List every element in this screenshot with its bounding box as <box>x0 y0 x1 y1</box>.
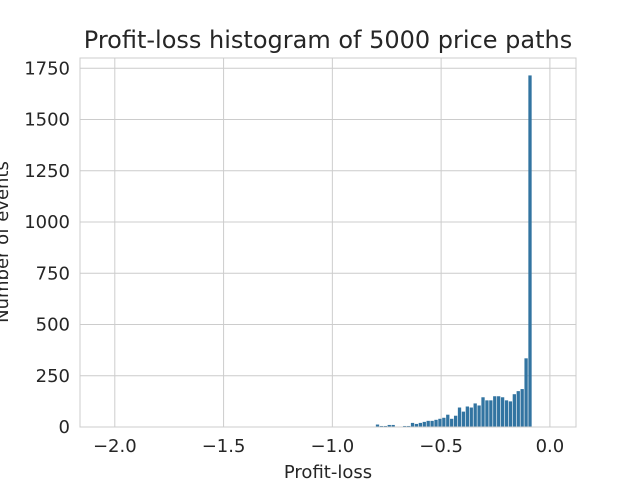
y-tick-label: 750 <box>36 263 70 284</box>
histogram-bar <box>489 400 493 427</box>
histogram-bar <box>375 424 380 427</box>
histogram-bar <box>528 75 532 428</box>
x-tick-label: −1.5 <box>202 436 246 457</box>
histogram-bar <box>465 406 469 427</box>
histogram-bar <box>485 400 489 427</box>
histogram-bar <box>450 418 454 427</box>
x-tick-label: −2.0 <box>93 436 137 457</box>
x-tick-label: −0.5 <box>419 436 463 457</box>
histogram-bar <box>410 422 415 427</box>
histogram-bar <box>379 425 384 427</box>
histogram-bar <box>387 424 391 427</box>
histogram-bar <box>493 396 497 427</box>
x-tick-label: −1.0 <box>310 436 354 457</box>
y-tick-label: 1500 <box>24 110 70 131</box>
histogram-bar <box>512 394 516 427</box>
histogram-bar <box>442 417 446 427</box>
histogram-bar <box>461 411 466 427</box>
histogram-bar <box>434 419 438 427</box>
histogram-bar <box>473 403 477 427</box>
histogram-bar <box>422 421 426 427</box>
grid <box>80 58 576 428</box>
histogram-bar <box>524 358 528 427</box>
histogram-bar <box>497 396 501 427</box>
histogram-bar <box>430 420 434 427</box>
histogram-bar <box>469 407 473 427</box>
x-axis-label: Profit-loss <box>284 462 372 480</box>
y-tick-label: 1750 <box>24 58 70 79</box>
y-tick-label: 250 <box>36 366 70 387</box>
plot-frame <box>79 57 577 428</box>
x-tick-label: 0.0 <box>536 436 565 457</box>
histogram-bar <box>414 423 419 427</box>
histogram-bar <box>504 400 509 427</box>
histogram-bar <box>438 418 442 427</box>
bars <box>375 75 532 428</box>
histogram-bar <box>457 407 462 427</box>
histogram-bar <box>391 424 395 427</box>
histogram-bar <box>477 405 481 427</box>
histogram-bar <box>426 420 430 427</box>
y-tick-label: 0 <box>59 417 70 438</box>
y-tick-label: 1000 <box>24 212 70 233</box>
histogram-bar <box>406 425 411 427</box>
y-tick-label: 500 <box>36 315 70 336</box>
histogram-bar <box>383 425 387 427</box>
histogram-bar <box>520 389 524 427</box>
histogram-bar <box>500 397 505 427</box>
histogram-bar <box>453 415 458 427</box>
y-tick-label: 1250 <box>24 161 70 182</box>
y-tick-labels: 0 250 500 750 1000 1250 1500 1750 <box>24 58 70 438</box>
histogram-bar <box>403 425 407 427</box>
histogram-bar <box>446 414 450 427</box>
y-axis-label: Number of events <box>0 161 13 323</box>
histogram-bar <box>418 422 423 427</box>
histogram-bar <box>508 401 513 427</box>
histogram-bar <box>481 397 485 427</box>
x-tick-labels: −2.0 −1.5 −1.0 −0.5 0.0 <box>93 436 564 457</box>
chart-title: Profit-loss histogram of 5000 price path… <box>84 26 572 54</box>
histogram-bar <box>516 391 520 427</box>
